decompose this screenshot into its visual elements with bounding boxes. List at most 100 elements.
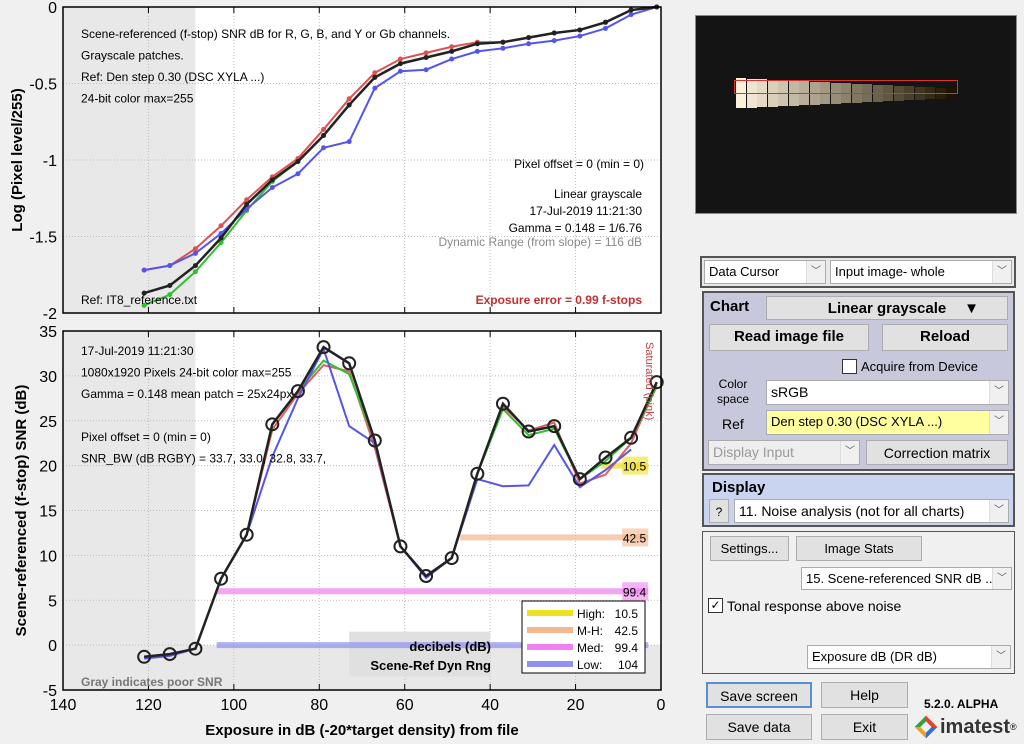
imatest-logo: imatest ® <box>914 714 1017 740</box>
save-screen-button[interactable]: Save screen <box>706 682 812 708</box>
x-tick-label: 80 <box>310 697 328 714</box>
data-point-Y <box>419 569 434 584</box>
data-point-Y <box>423 54 429 60</box>
exit-button[interactable]: Exit <box>821 714 908 740</box>
band-value-label: 10.5 <box>623 460 647 474</box>
info-note: Gamma = 0.148 mean patch = 25x24px <box>81 387 292 401</box>
exposure-error-note: Exposure error = 0.99 f-stops <box>476 293 643 307</box>
data-point-Y <box>367 433 382 448</box>
data-point-B <box>628 12 634 18</box>
chevron-down-icon: ﹀ <box>840 441 859 464</box>
display-value: 11. Noise analysis (not for all charts) <box>739 503 965 519</box>
data-point-Y <box>577 27 583 33</box>
tonal-checkbox[interactable]: ✓ <box>708 598 723 613</box>
data-point-B <box>577 33 583 39</box>
data-point-Y <box>393 539 408 554</box>
data-point-B <box>167 263 173 269</box>
data-point-Y <box>162 647 177 662</box>
info-note: 17-Jul-2019 11:21:30 <box>529 204 642 218</box>
dyn-range-box <box>349 631 491 677</box>
info-note: 17-Jul-2019 11:21:30 <box>81 344 194 358</box>
help-button[interactable]: Help <box>821 682 908 708</box>
x-tick-label: 100 <box>221 697 248 714</box>
color-space-select[interactable]: sRGB ﹀ <box>766 380 1009 405</box>
data-point-Y <box>372 74 378 80</box>
data-point-Y <box>141 290 147 296</box>
correction-matrix-button[interactable]: Correction matrix <box>866 440 1008 465</box>
y-tick-label: 0 <box>48 638 57 655</box>
data-point-Y <box>321 133 327 139</box>
y-axis-label: Scene-referenced (f-stop) SNR (dB) <box>13 385 30 637</box>
data-point-Y <box>269 177 275 183</box>
plot-select-value: 15. Scene-referenced SNR dB ... <box>806 571 997 586</box>
pixel-offset-note: Pixel offset = 0 (min = 0) <box>514 157 644 171</box>
data-point-B <box>269 185 275 191</box>
settings-button[interactable]: Settings... <box>710 536 789 561</box>
y-tick-label: -2 <box>43 306 57 323</box>
data-point-B <box>526 41 532 47</box>
display-input-select[interactable]: Display Input ﹀ <box>708 440 860 465</box>
data-point-Y <box>551 30 557 36</box>
data-point-Y <box>500 39 506 45</box>
data-point-Y <box>244 201 250 207</box>
display-select[interactable]: 11. Noise analysis (not for all charts) ﹀ <box>734 499 1009 523</box>
legend-label: High: <box>577 607 605 621</box>
data-point-R <box>244 197 250 203</box>
acquire-checkbox[interactable] <box>842 359 857 374</box>
roi-rectangle <box>734 80 958 94</box>
image-stats-button[interactable]: Image Stats <box>796 536 922 561</box>
data-point-Y <box>342 356 357 371</box>
y-tick-label: -1.5 <box>29 230 57 247</box>
y-tick-label: 20 <box>39 459 57 476</box>
ref-select[interactable]: Den step 0.30 (DSC XYLA ...) ﹀ <box>766 410 1009 435</box>
image-view-select[interactable]: Input image- whole ﹀ <box>830 260 1012 284</box>
x-tick-label: 60 <box>396 697 414 714</box>
chevron-down-icon: ﹀ <box>989 500 1008 522</box>
data-point-Y <box>295 159 301 165</box>
saturated-note: Saturated (pink) <box>643 342 655 420</box>
data-point-B <box>295 171 301 177</box>
read-image-file-button[interactable]: Read image file <box>709 324 869 351</box>
y-tick-label: -5 <box>43 683 57 700</box>
version-label: 5.2.0. ALPHA <box>924 697 999 711</box>
data-point-B <box>372 85 378 91</box>
ref-file-note: Ref: IT8_reference.txt <box>81 293 198 307</box>
cursor-mode-value: Data Cursor <box>709 264 780 279</box>
help-question-button[interactable]: ? <box>709 499 729 523</box>
chevron-down-icon: ﹀ <box>991 646 1010 668</box>
data-point-G <box>141 302 147 308</box>
plot-select[interactable]: 15. Scene-referenced SNR dB ... ﹀ <box>801 567 1012 590</box>
save-data-button[interactable]: Save data <box>706 714 812 740</box>
data-point-Y <box>521 424 536 439</box>
ref-value: Den step 0.30 (DSC XYLA ...) <box>771 414 943 429</box>
chevron-down-icon: ﹀ <box>989 381 1008 404</box>
x-tick-label: 40 <box>481 697 499 714</box>
data-point-Y <box>265 417 280 432</box>
legend-label: Med: <box>577 641 604 655</box>
data-point-B <box>449 56 455 62</box>
display-input-value: Display Input <box>713 444 794 460</box>
image-preview[interactable] <box>695 15 1017 214</box>
y-tick-label: 30 <box>39 369 57 386</box>
legend-value: 104 <box>618 658 638 672</box>
tonal-label: Tonal response above noise <box>727 598 902 614</box>
chart-type-dropdown[interactable]: Linear grayscale ▼ <box>766 296 1008 320</box>
data-point-Y <box>239 527 254 542</box>
reload-button[interactable]: Reload <box>882 324 1008 351</box>
x-tick-label: 140 <box>50 697 77 714</box>
x-tick-label: 120 <box>135 697 162 714</box>
chevron-down-icon: ﹀ <box>992 568 1011 589</box>
header-note: Scene-referenced (f-stop) SNR dB for R, … <box>81 27 450 41</box>
y-tick-label: -0.5 <box>29 77 57 94</box>
dyn-range-subtitle: Scene-Ref Dyn Rng <box>370 658 491 673</box>
cursor-mode-select[interactable]: Data Cursor ﹀ <box>704 260 826 284</box>
y-axis-label: Log (Pixel level/255) <box>9 88 26 231</box>
data-point-Y <box>495 396 510 411</box>
data-point-B <box>500 45 506 51</box>
header-note: Grayscale patches. <box>81 49 184 63</box>
data-point-B <box>141 267 147 273</box>
data-point-R <box>321 126 327 132</box>
data-point-B <box>397 68 403 74</box>
xaxis-select[interactable]: Exposure dB (DR dB) ﹀ <box>807 645 1011 669</box>
legend-label: Low: <box>577 658 602 672</box>
